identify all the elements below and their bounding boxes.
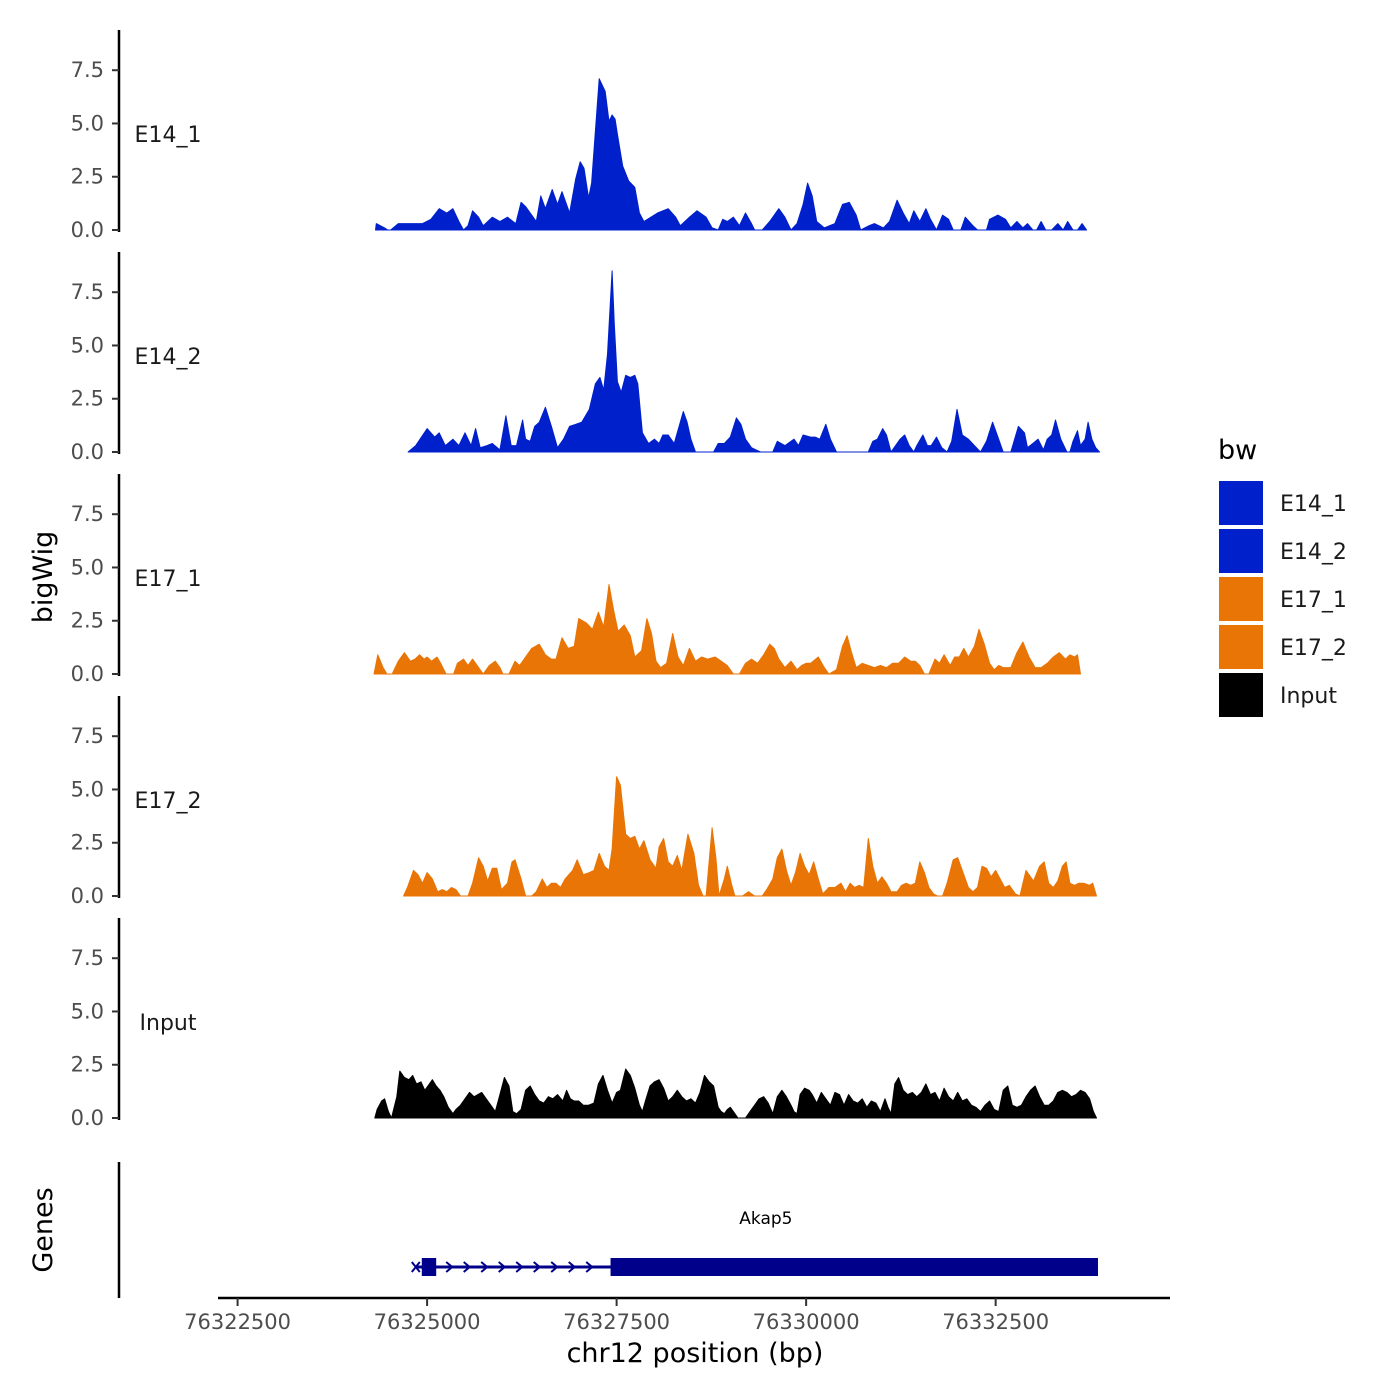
legend: bw E14_1 E14_2 E17_1 E17_2 Input (1217, 435, 1347, 719)
legend-label: E14_1 (1280, 492, 1347, 517)
y-tick-label: 5.0 (71, 111, 104, 135)
strand-arrow (480, 1261, 489, 1273)
y-tick-label: 2.5 (71, 165, 104, 189)
area-e14-2 (407, 270, 1100, 453)
x-tick-label: 76327500 (563, 1310, 670, 1334)
gene-exon-1 (421, 1258, 437, 1276)
x-axis-title: chr12 position (bp) (567, 1338, 824, 1369)
area-e14-1 (375, 78, 1088, 231)
legend-key-e17-1 (1217, 575, 1265, 623)
genes-track-label: Genes (28, 1187, 59, 1272)
y-tick-label: 5.0 (71, 999, 104, 1023)
bigwig-tracks: 0.0 2.5 5.0 7.5 E14_1 0.0 2.5 5.0 7.5 E14_2 0.0 2.5… (71, 30, 1100, 1130)
track-label: E14_2 (135, 345, 202, 370)
track-input: 0.0 2.5 5.0 7.5 Input (71, 918, 1097, 1130)
y-tick-label: 2.5 (71, 609, 104, 633)
y-tick-label: 2.5 (71, 1053, 104, 1077)
strand-arrow (533, 1261, 542, 1273)
legend-label: Input (1280, 684, 1337, 709)
track-e17-2: 0.0 2.5 5.0 7.5 E17_2 (71, 696, 1097, 908)
legend-title: bw (1218, 435, 1257, 466)
y-tick-label: 7.5 (71, 502, 104, 526)
legend-key-input (1217, 671, 1265, 719)
y-tick-label: 7.5 (71, 58, 104, 82)
track-e17-1: 0.0 2.5 5.0 7.5 E17_1 (71, 474, 1081, 686)
legend-label: E17_2 (1280, 636, 1347, 661)
x-tick-label: 76322500 (184, 1310, 291, 1334)
legend-label: E17_1 (1280, 588, 1347, 613)
y-tick-label: 7.5 (71, 724, 104, 748)
y-tick-label: 2.5 (71, 387, 104, 411)
x-tick-label: 76330000 (753, 1310, 860, 1334)
y-tick-label: 0.0 (71, 884, 104, 908)
area-e17-1 (373, 584, 1081, 675)
gene-name-label: Akap5 (739, 1209, 792, 1229)
track-e14-1: 0.0 2.5 5.0 7.5 E14_1 (71, 30, 1088, 242)
y-tick-label: 0.0 (71, 218, 104, 242)
y-axis-title: bigWig (28, 531, 59, 624)
strand-arrow (515, 1261, 524, 1273)
y-tick-label: 5.0 (71, 333, 104, 357)
legend-key-e14-1 (1217, 479, 1265, 527)
y-tick-label: 0.0 (71, 1106, 104, 1130)
legend-key-e17-2 (1217, 623, 1265, 671)
legend-label: E14_2 (1280, 540, 1347, 565)
track-e14-2: 0.0 2.5 5.0 7.5 E14_2 (71, 252, 1100, 464)
area-input (374, 1068, 1097, 1119)
strand-arrow (568, 1261, 577, 1273)
strand-arrow (463, 1261, 472, 1273)
y-tick-label: 7.5 (71, 946, 104, 970)
track-label: Input (140, 1011, 197, 1036)
legend-key-e14-2 (1217, 527, 1265, 575)
track-label: E14_1 (135, 123, 202, 148)
track-label: E17_1 (135, 567, 202, 592)
strand-arrow (550, 1261, 559, 1273)
strand-arrow (498, 1261, 507, 1273)
gene-start-mark (411, 1261, 421, 1273)
y-tick-label: 5.0 (71, 777, 104, 801)
strand-arrow (585, 1261, 594, 1273)
x-tick-label: 76332500 (942, 1310, 1049, 1334)
y-tick-label: 0.0 (71, 440, 104, 464)
area-e17-2 (403, 776, 1097, 897)
y-tick-label: 0.0 (71, 662, 104, 686)
strand-arrow (445, 1261, 454, 1273)
x-tick-label: 76325000 (374, 1310, 481, 1334)
x-axis: 76322500 76325000 76327500 76330000 76332500 (184, 1296, 1170, 1334)
gene-exon-2 (610, 1258, 1098, 1276)
genes-track: Genes Akap5 (28, 1162, 1098, 1298)
y-tick-label: 2.5 (71, 831, 104, 855)
y-tick-label: 7.5 (71, 280, 104, 304)
y-tick-label: 5.0 (71, 555, 104, 579)
track-label: E17_2 (135, 789, 202, 814)
